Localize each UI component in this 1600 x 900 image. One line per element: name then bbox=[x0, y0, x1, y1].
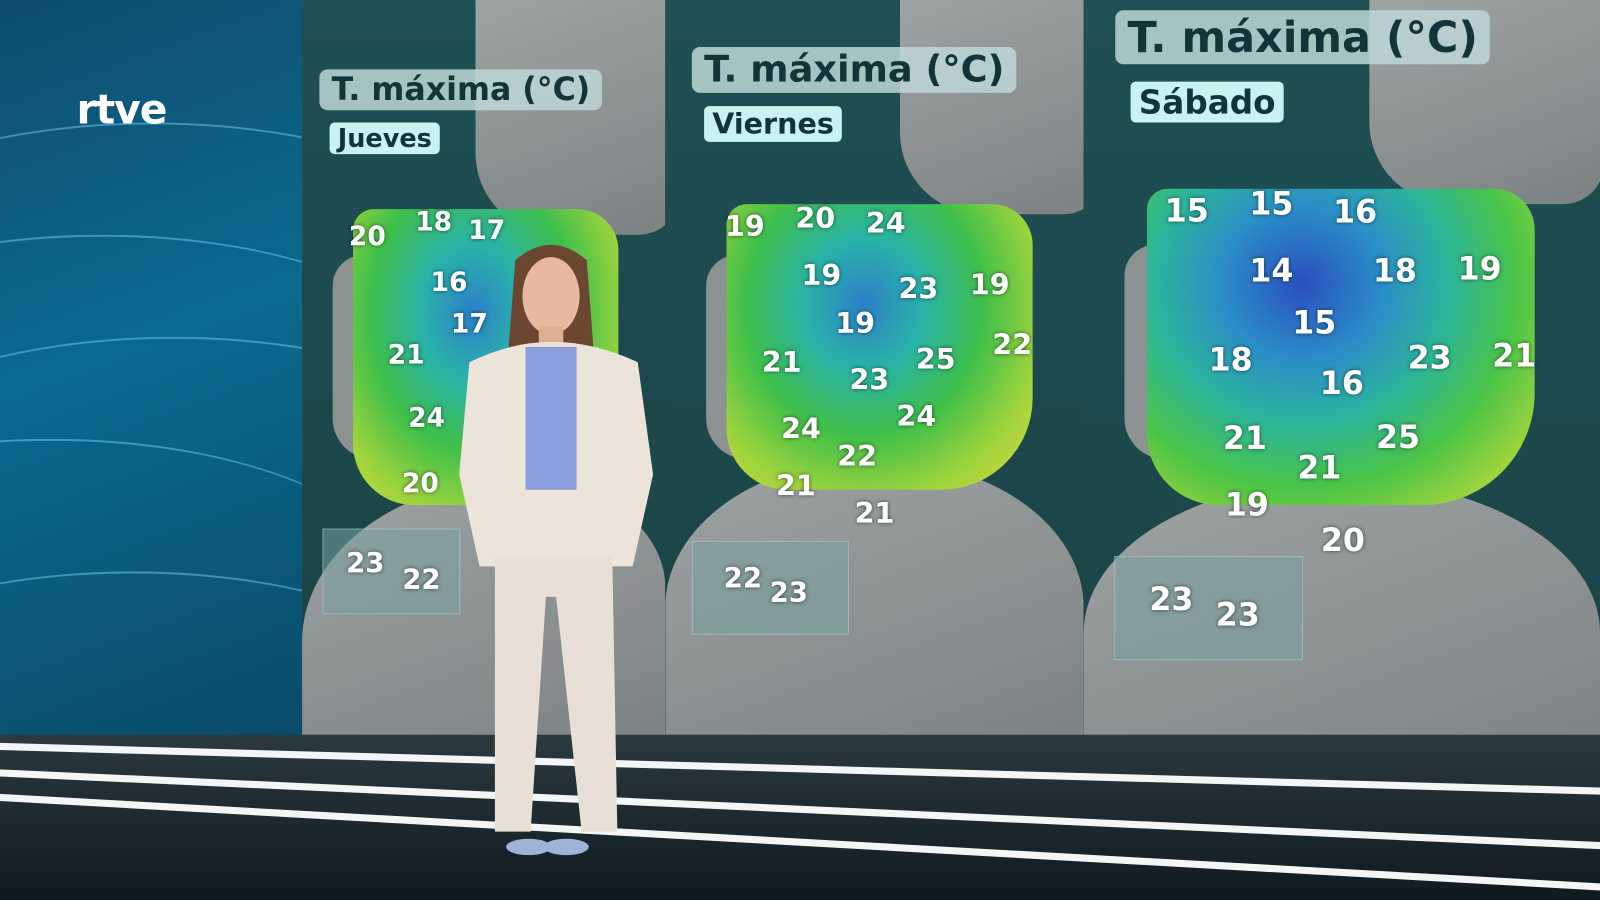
temperature-label: 21 bbox=[854, 496, 895, 531]
temperature-label: 24 bbox=[408, 403, 445, 434]
temperature-label: 20 bbox=[795, 201, 836, 236]
map-panel-sabado bbox=[1083, 0, 1600, 786]
temperature-label: 21 bbox=[761, 345, 802, 380]
temperature-label: 19 bbox=[1457, 251, 1502, 288]
canarias-temperature-label: 23 bbox=[769, 577, 808, 609]
spain-map bbox=[726, 204, 1033, 490]
canarias-inset bbox=[1114, 556, 1304, 661]
temperature-label: 21 bbox=[1492, 337, 1537, 375]
temperature-label: 24 bbox=[865, 206, 906, 241]
temperature-label: 19 bbox=[1224, 486, 1269, 524]
temperature-label: 21 bbox=[387, 339, 425, 371]
temperature-label: 15 bbox=[1164, 192, 1209, 230]
day-label: Sábado bbox=[1130, 81, 1284, 123]
temperature-label: 19 bbox=[801, 258, 842, 293]
canarias-inset bbox=[691, 540, 849, 635]
temperature-label: 20 bbox=[401, 468, 439, 499]
map-title: T. máxima (°C) bbox=[691, 46, 1017, 93]
temperature-label: 14 bbox=[1249, 253, 1294, 290]
map-title: T. máxima (°C) bbox=[319, 69, 603, 111]
day-label: Jueves bbox=[329, 122, 440, 155]
temperature-label: 22 bbox=[992, 328, 1033, 362]
canarias-inset bbox=[322, 528, 461, 615]
rtve-logo: rtve bbox=[76, 86, 168, 134]
temperature-label: 15 bbox=[1249, 185, 1294, 223]
temperature-label: 17 bbox=[468, 215, 506, 246]
temperature-label: 20 bbox=[348, 221, 386, 253]
temperature-label: 24 bbox=[896, 399, 937, 434]
presenter bbox=[459, 244, 654, 856]
canarias-temperature-label: 23 bbox=[346, 547, 385, 580]
canarias-temperature-label: 22 bbox=[723, 562, 763, 595]
side-screen: rtve bbox=[0, 0, 303, 756]
temperature-label: 19 bbox=[969, 267, 1010, 302]
canarias-temperature-label: 22 bbox=[402, 563, 441, 596]
temperature-label: 21 bbox=[1297, 449, 1342, 487]
temperature-label: 18 bbox=[1372, 253, 1417, 290]
temperature-label: 24 bbox=[781, 411, 821, 446]
canarias-temperature-label: 23 bbox=[1149, 581, 1194, 619]
temperature-label: 17 bbox=[450, 309, 488, 340]
map-panel-viernes bbox=[665, 0, 1084, 756]
temperature-label: 16 bbox=[1333, 193, 1378, 231]
temperature-label: 16 bbox=[1319, 365, 1364, 403]
temperature-label: 15 bbox=[1292, 305, 1337, 342]
temperature-label: 23 bbox=[849, 362, 890, 397]
map-title: T. máxima (°C) bbox=[1115, 10, 1491, 65]
studio-floor bbox=[0, 734, 1600, 900]
temperature-label: 18 bbox=[1208, 341, 1253, 379]
temperature-label: 20 bbox=[1320, 522, 1365, 560]
day-label: Viernes bbox=[704, 106, 843, 142]
temperature-label: 25 bbox=[915, 342, 956, 377]
temperature-label: 21 bbox=[1222, 420, 1267, 458]
temperature-label: 18 bbox=[415, 207, 453, 238]
temperature-label: 22 bbox=[837, 439, 878, 473]
temperature-label: 23 bbox=[898, 271, 939, 306]
temperature-label: 16 bbox=[430, 267, 468, 298]
temperature-label: 21 bbox=[776, 468, 816, 503]
temperature-label: 19 bbox=[835, 306, 875, 341]
spain-map bbox=[1146, 188, 1535, 506]
temperature-label: 19 bbox=[725, 209, 765, 244]
temperature-label: 23 bbox=[1407, 339, 1452, 377]
temperature-label: 25 bbox=[1375, 419, 1420, 457]
canarias-temperature-label: 23 bbox=[1215, 596, 1260, 634]
